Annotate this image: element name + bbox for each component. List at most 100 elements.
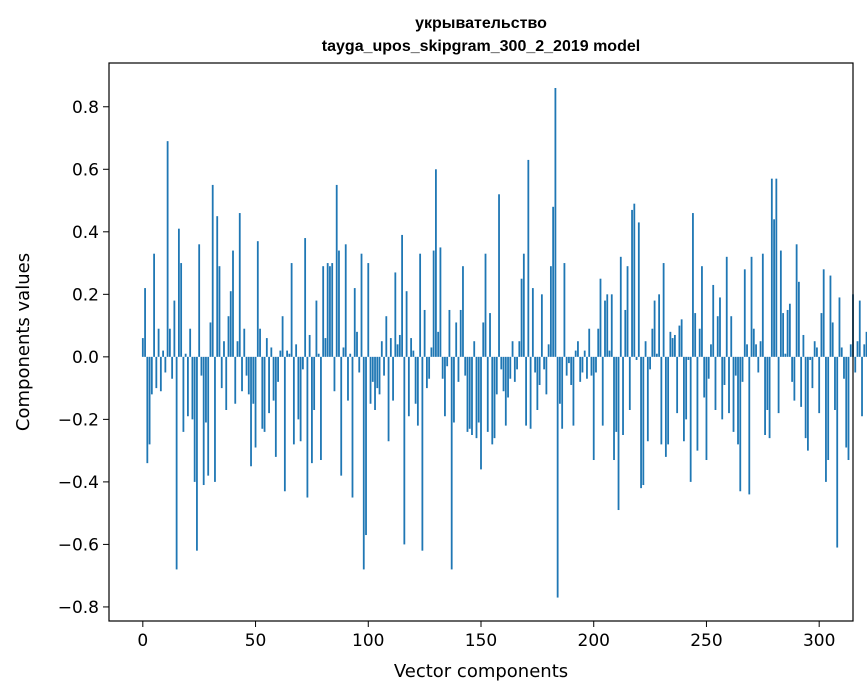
bar-317	[856, 341, 859, 357]
bar-32	[214, 356, 216, 482]
bar-245	[694, 313, 697, 357]
bar-35	[220, 356, 223, 389]
bar-220	[637, 222, 640, 357]
bar-153	[486, 356, 489, 432]
bar-204	[601, 356, 604, 426]
bar-309	[838, 297, 841, 357]
bar-249	[703, 356, 706, 398]
bar-29	[207, 356, 210, 476]
bar-173	[531, 288, 534, 357]
bar-251	[707, 356, 710, 379]
bar-43	[238, 213, 241, 357]
bar-14	[173, 300, 176, 357]
bar-5	[153, 253, 155, 357]
bar-168	[520, 278, 523, 357]
bar-282	[777, 356, 780, 414]
bar-229	[658, 294, 661, 357]
bar-281	[775, 178, 778, 357]
bar-2	[146, 356, 149, 464]
bar-17	[180, 263, 183, 357]
bar-11	[166, 141, 169, 357]
bar-68	[295, 344, 298, 357]
bar-235	[671, 338, 674, 357]
bar-76	[313, 356, 316, 410]
bar-112	[394, 272, 397, 357]
x-tick-label: 100	[352, 631, 384, 651]
bar-50	[254, 356, 257, 448]
bar-277	[766, 356, 769, 410]
bar-16	[177, 228, 180, 357]
bar-267	[743, 269, 746, 357]
bar-111	[392, 356, 394, 401]
bar-193	[577, 341, 579, 357]
bar-270	[750, 256, 753, 357]
bar-290	[795, 244, 798, 357]
plot-frame	[108, 62, 854, 622]
bar-187	[563, 263, 566, 357]
bar-247	[698, 328, 701, 357]
bar-203	[599, 278, 602, 357]
bar-81	[324, 338, 327, 357]
bar-284	[782, 313, 785, 357]
bar-301	[820, 313, 823, 357]
bar-104	[376, 356, 379, 389]
bar-99	[365, 356, 367, 536]
bar-208	[610, 294, 613, 357]
bar-127	[428, 356, 431, 379]
bar-243	[689, 356, 692, 482]
bar-59	[274, 356, 277, 457]
bar-37	[225, 356, 228, 410]
bar-151	[482, 322, 485, 357]
bar-9	[162, 350, 165, 357]
bar-52	[259, 328, 261, 357]
bar-80	[322, 266, 325, 357]
bar-246	[696, 356, 699, 451]
bar-72	[304, 238, 307, 357]
x-tick-label: 300	[803, 631, 835, 651]
bar-55	[265, 338, 268, 357]
y-tick-label: −0.2	[58, 410, 99, 430]
bar-306	[831, 322, 834, 357]
bar-121	[414, 356, 417, 404]
bar-125	[423, 309, 426, 357]
bar-219	[635, 356, 638, 360]
bar-98	[362, 356, 365, 570]
bar-288	[791, 356, 794, 382]
bar-91	[347, 356, 349, 401]
bar-296	[809, 356, 812, 360]
bar-27	[202, 356, 205, 486]
bar-26	[200, 356, 203, 376]
bar-178	[543, 356, 546, 370]
bar-38	[227, 316, 230, 357]
bar-272	[755, 344, 757, 357]
bar-183	[554, 88, 557, 357]
y-tick-label: 0.4	[72, 223, 99, 243]
bar-124	[421, 356, 424, 551]
bar-165	[513, 356, 516, 382]
bar-63	[283, 356, 286, 492]
bar-196	[583, 350, 586, 357]
bar-291	[797, 281, 800, 357]
bar-310	[840, 347, 843, 357]
x-axis-ticks: 0 50 100 150 200 250 300	[137, 621, 835, 651]
bar-120	[412, 350, 415, 357]
bar-140	[457, 356, 460, 382]
bar-316	[854, 356, 857, 373]
bar-22	[191, 356, 194, 420]
bar-10	[164, 356, 167, 373]
bar-238	[678, 325, 681, 357]
bar-157	[495, 356, 498, 395]
bar-53	[261, 356, 264, 429]
bar-73	[306, 356, 309, 498]
bar-144	[466, 356, 469, 432]
bar-201	[595, 356, 597, 373]
bar-180	[547, 344, 550, 357]
bar-215	[626, 266, 629, 357]
bar-133	[441, 356, 444, 379]
bar-116	[403, 356, 406, 545]
bar-294	[804, 356, 807, 439]
bar-321	[865, 331, 867, 357]
bar-1	[144, 288, 146, 357]
bar-77	[315, 300, 318, 357]
